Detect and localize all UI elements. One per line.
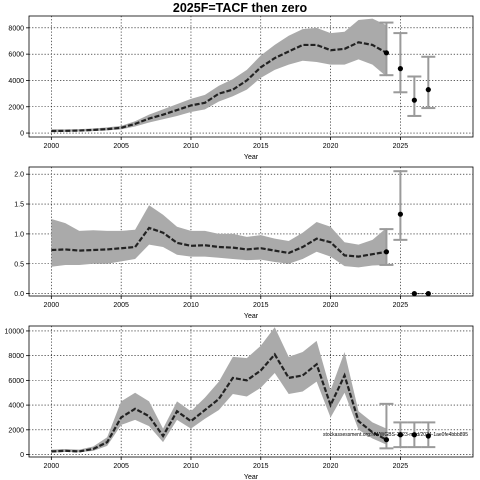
panel-1-xtick-label-2025: 2025 bbox=[393, 143, 409, 150]
panel-2-xtick-label-2015: 2015 bbox=[253, 302, 269, 309]
panel-1-ytick-label-4: 8000 bbox=[8, 25, 24, 32]
panel-1-estimate-line bbox=[51, 41, 387, 133]
panel-3-xtick-label-2020: 2020 bbox=[323, 463, 339, 470]
panel-2-xtick-label-2005: 2005 bbox=[113, 302, 129, 309]
panel-1-x-axis-label: Year bbox=[244, 154, 259, 161]
panel-1-xtick-label-2015: 2015 bbox=[253, 143, 269, 150]
panel-1-proj-point-2026 bbox=[411, 97, 417, 103]
panel-1-xtick-label-2020: 2020 bbox=[323, 143, 339, 150]
panel-1-xtick-label-2005: 2005 bbox=[113, 143, 129, 150]
panel-2-ytick-label-4: 2.0 bbox=[14, 172, 24, 179]
panel-2-xtick-label-2000: 2000 bbox=[44, 302, 60, 309]
panel-3-proj-point-2027 bbox=[425, 433, 431, 439]
panel-1-proj-point-2025 bbox=[397, 66, 403, 72]
panel-2-confidence-band bbox=[51, 205, 387, 268]
panel-3-proj-point-2026 bbox=[411, 432, 417, 438]
panel-3-proj-point-2025 bbox=[397, 432, 403, 438]
watermark-text: stockassessment.org:NWWGBS-2023-mod/2024… bbox=[323, 432, 468, 438]
panel-2-xtick-label-2010: 2010 bbox=[183, 302, 199, 309]
panel-3-ytick-label-5: 10000 bbox=[5, 328, 25, 335]
panel-2-ytick-label-1: 0.5 bbox=[14, 261, 24, 268]
panel-2-estimate-line bbox=[51, 226, 387, 258]
chart-title: 2025F=TACF then zero bbox=[173, 1, 308, 15]
panel-1-proj-point-2027 bbox=[425, 87, 431, 93]
panel-2-xtick-label-2025: 2025 bbox=[393, 302, 409, 309]
panel-3-xtick-label-2005: 2005 bbox=[113, 463, 129, 470]
panel-3-proj-point-2024 bbox=[383, 437, 390, 443]
panel-3-x-axis-label: Year bbox=[244, 474, 259, 480]
panel-3-ytick-label-4: 8000 bbox=[8, 353, 24, 360]
panel-2-proj-point-2024 bbox=[383, 249, 390, 255]
panel-1-proj-point-2024 bbox=[383, 50, 390, 56]
panel-3-ytick-label-2: 4000 bbox=[8, 403, 24, 410]
panel-2-proj-point-2026 bbox=[411, 291, 417, 297]
panel-2-ytick-label-3: 1.5 bbox=[14, 202, 24, 209]
panel-1-ytick-label-1: 2000 bbox=[8, 104, 24, 111]
panel-3-xtick-label-2010: 2010 bbox=[183, 463, 199, 470]
panel-3-frame bbox=[28, 325, 474, 458]
panel-1-ytick-label-2: 4000 bbox=[8, 78, 24, 85]
panel-3-xtick-label-2025: 2025 bbox=[393, 463, 409, 470]
panel-2-ytick-label-2: 1.0 bbox=[14, 231, 24, 238]
panel-3-xtick-label-2000: 2000 bbox=[44, 463, 60, 470]
panel-3-ytick-label-1: 2000 bbox=[8, 427, 24, 434]
panel-3-estimate-line bbox=[51, 352, 387, 453]
panel-1-ytick-label-3: 6000 bbox=[8, 52, 24, 59]
panel-1-ytick-label-0: 0 bbox=[20, 131, 24, 138]
panel-1-confidence-band bbox=[51, 18, 387, 133]
panel-1-xtick-label-2010: 2010 bbox=[183, 143, 199, 150]
panel-3-xtick-label-2015: 2015 bbox=[253, 463, 269, 470]
panel-2-frame bbox=[28, 166, 474, 297]
panel-2-proj-point-2025 bbox=[397, 211, 403, 217]
panel-3-ytick-label-0: 0 bbox=[20, 452, 24, 459]
panel-3-ytick-label-3: 6000 bbox=[8, 378, 24, 385]
panel-2-ytick-label-0: 0.0 bbox=[14, 291, 24, 298]
panel-2-x-axis-label: Year bbox=[244, 313, 259, 320]
panel-2-xtick-label-2020: 2020 bbox=[323, 302, 339, 309]
panel-1-frame bbox=[28, 15, 474, 138]
panel-2-proj-point-2027 bbox=[425, 291, 431, 297]
panel-3-confidence-band bbox=[51, 327, 387, 453]
panel-1-xtick-label-2000: 2000 bbox=[44, 143, 60, 150]
